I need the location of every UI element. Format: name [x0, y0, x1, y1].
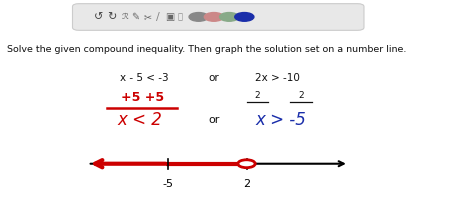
- Text: 2: 2: [298, 91, 304, 100]
- Text: 2: 2: [255, 91, 260, 100]
- Text: 2x > -10: 2x > -10: [255, 73, 300, 83]
- Text: ⬜: ⬜: [177, 12, 182, 21]
- Text: ℛ: ℛ: [121, 12, 128, 21]
- Text: x < 2: x < 2: [118, 111, 163, 129]
- Text: -5: -5: [163, 179, 173, 188]
- Text: ✂: ✂: [144, 12, 152, 22]
- Circle shape: [204, 13, 223, 21]
- Circle shape: [235, 13, 254, 21]
- Circle shape: [219, 13, 239, 21]
- Text: /: /: [156, 12, 160, 22]
- Text: +5 +5: +5 +5: [120, 91, 164, 104]
- Circle shape: [238, 160, 255, 168]
- Text: 2: 2: [243, 179, 250, 188]
- Text: Solve the given compound inequality. Then graph the solution set on a number lin: Solve the given compound inequality. The…: [7, 45, 407, 54]
- Text: ↻: ↻: [107, 12, 116, 22]
- Text: ▣: ▣: [165, 12, 174, 22]
- Text: x - 5 < -3: x - 5 < -3: [120, 73, 169, 83]
- Text: x > -5: x > -5: [256, 111, 307, 129]
- Text: or: or: [209, 73, 219, 83]
- Text: or: or: [208, 115, 219, 125]
- Text: ↺: ↺: [94, 12, 103, 22]
- Text: ✎: ✎: [131, 12, 140, 22]
- Circle shape: [189, 13, 208, 21]
- FancyBboxPatch shape: [73, 4, 364, 30]
